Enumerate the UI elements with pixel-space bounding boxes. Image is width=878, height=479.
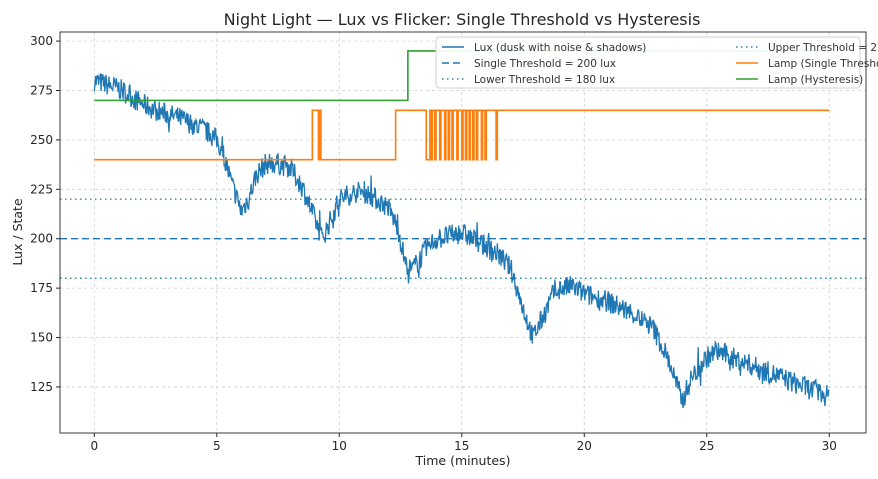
legend-label: Lower Threshold = 180 lux [474,74,615,86]
legend-label: Lux (dusk with noise & shadows) [474,42,646,54]
x-tick-label: 30 [822,439,837,453]
legend: Lux (dusk with noise & shadows) Single Th… [435,36,878,89]
y-tick-label: 200 [30,232,53,246]
x-tick-label: 25 [699,439,714,453]
y-tick-label: 225 [30,182,53,196]
x-tick-label: 20 [577,439,592,453]
y-tick-label: 175 [30,281,53,295]
chart-title: Night Light — Lux vs Flicker: Single Thr… [224,10,701,29]
x-tick-label: 10 [332,439,347,453]
legend-label: Single Threshold = 200 lux [474,58,616,70]
x-tick-label: 0 [90,439,98,453]
lamp-single-threshold-line [94,109,830,161]
legend-label: Upper Threshold = 220 lux [768,42,878,54]
x-tick-label: 5 [213,439,221,453]
y-tick-label: 150 [30,331,53,345]
y-tick-label: 125 [30,380,53,394]
x-tick-label: 15 [454,439,469,453]
y-tick-label: 275 [30,83,53,97]
legend-label: Lamp (Hysteresis) [768,74,863,86]
x-axis-label: Time (minutes) [415,453,511,468]
ticks: 0 5 10 15 20 25 30 125 150 175 200 225 250 275 300 [30,34,837,453]
y-tick-label: 250 [30,133,53,147]
plot-area [60,50,866,408]
y-tick-label: 300 [30,34,53,48]
y-axis-label: Lux / State [10,198,25,266]
lux-line [93,73,830,408]
axes-frame [59,31,867,434]
legend-label: Lamp (Single Threshold) [768,58,878,70]
